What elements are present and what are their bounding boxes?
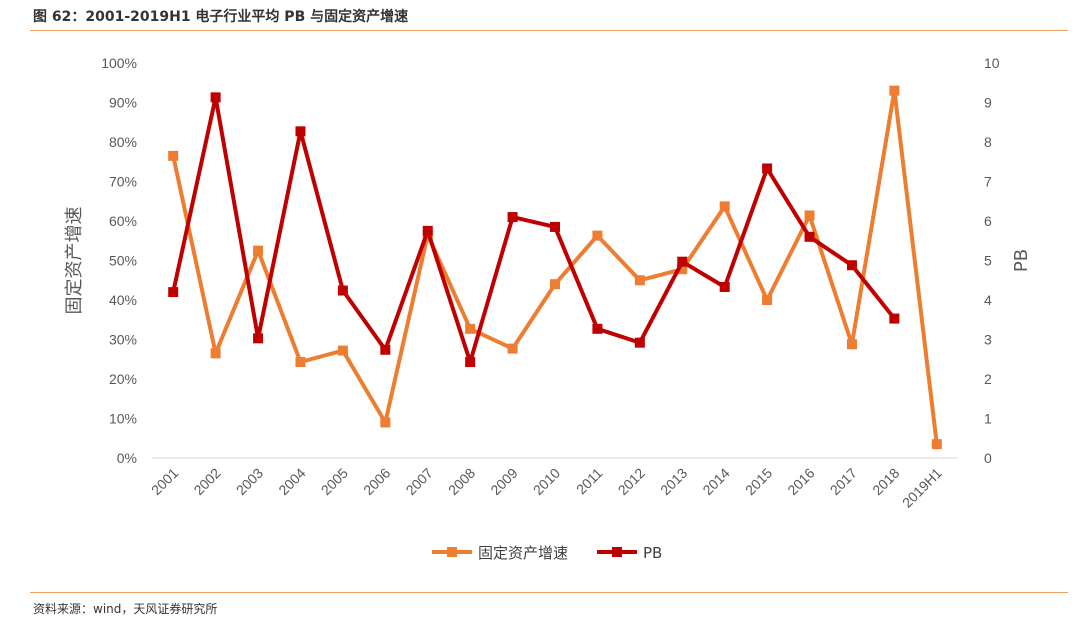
x-tick-label: 2004 (275, 465, 308, 498)
data-point-pb (210, 92, 221, 103)
x-tick-label: 2006 (360, 465, 393, 498)
x-tick-label: 2013 (657, 465, 690, 498)
x-tick-label: 2003 (233, 465, 266, 498)
x-tick-label: 2007 (403, 465, 436, 498)
right-axis-ticks: 0 1 2 3 4 5 6 7 8 9 10 (984, 55, 1000, 466)
data-point-pb (804, 231, 815, 242)
series-line-fixed-asset-growth (171, 88, 939, 445)
right-tick-label: 9 (984, 95, 992, 111)
data-point-fixed-asset-growth (762, 295, 773, 305)
data-point-fixed-asset-growth (337, 345, 348, 356)
right-axis-title: PB (1011, 249, 1032, 272)
right-tick-label: 0 (984, 450, 992, 466)
left-tick-label: 90% (109, 95, 137, 111)
data-point-fixed-asset-growth (677, 264, 688, 275)
data-point-fixed-asset-growth (592, 230, 603, 241)
data-point-fixed-asset-growth (931, 439, 942, 450)
data-point-pb (253, 333, 264, 344)
data-point-pb (550, 221, 560, 232)
data-point-fixed-asset-growth (295, 357, 306, 368)
left-tick-label: 100% (101, 55, 137, 71)
right-tick-label: 10 (984, 55, 1000, 71)
x-tick-label: 2009 (487, 465, 520, 498)
data-point-pb (677, 256, 688, 267)
x-tick-label: 2005 (318, 465, 351, 498)
source-note: 资料来源：wind，天风证券研究所 (33, 602, 218, 616)
top-divider (30, 30, 1068, 31)
data-point-fixed-asset-growth (550, 279, 560, 290)
x-tick-label: 2011 (573, 465, 606, 498)
x-tick-label: 2001 (148, 465, 181, 498)
right-tick-label: 4 (984, 292, 992, 308)
left-axis-title: 固定资产增速 (64, 207, 85, 315)
data-point-fixed-asset-growth (210, 348, 221, 359)
right-tick-label: 7 (984, 174, 992, 190)
data-point-pb (762, 163, 773, 174)
legend-marker-pb (612, 547, 622, 557)
left-tick-label: 50% (109, 253, 137, 269)
legend-marker-fixed-asset-growth (447, 547, 457, 557)
data-point-fixed-asset-growth (253, 245, 264, 256)
data-point-pb (634, 337, 645, 348)
bottom-divider (30, 592, 1068, 593)
left-tick-label: 80% (109, 134, 137, 150)
x-tick-label: 2019H1 (899, 465, 945, 511)
right-tick-label: 8 (984, 134, 992, 150)
data-point-fixed-asset-growth (889, 85, 900, 96)
data-point-fixed-asset-growth (507, 343, 518, 354)
data-point-pb (422, 225, 433, 236)
data-point-fixed-asset-growth (804, 210, 815, 221)
data-point-pb (846, 260, 857, 271)
x-tick-label: 2012 (615, 465, 648, 498)
data-point-fixed-asset-growth (846, 339, 857, 350)
left-tick-label: 0% (117, 450, 137, 466)
figure-title: 图 62：2001-2019H1 电子行业平均 PB 与固定资产增速 (33, 9, 409, 25)
data-point-pb (889, 313, 900, 324)
left-tick-label: 20% (109, 371, 137, 387)
x-tick-label: 2018 (869, 465, 902, 498)
x-tick-label: 2017 (827, 465, 860, 498)
legend-label-pb: PB (643, 544, 662, 562)
x-tick-label: 2002 (190, 465, 223, 498)
legend: 固定资产增速 PB (432, 544, 662, 562)
data-point-pb (507, 212, 518, 223)
data-point-pb (168, 287, 179, 298)
data-point-fixed-asset-growth (465, 323, 476, 334)
data-point-pb (465, 357, 476, 368)
x-tick-label: 2016 (784, 465, 817, 498)
x-tick-label: 2015 (742, 465, 775, 498)
x-tick-label: 2008 (445, 465, 478, 498)
x-tick-label: 2014 (699, 465, 732, 498)
right-tick-label: 1 (984, 411, 992, 427)
right-tick-label: 3 (984, 332, 992, 348)
data-point-pb (380, 344, 391, 355)
legend-label-fixed-asset-growth: 固定资产增速 (478, 544, 568, 562)
left-tick-label: 70% (109, 174, 137, 190)
left-tick-label: 30% (109, 332, 137, 348)
series-layer (168, 85, 942, 450)
data-point-pb (719, 281, 730, 292)
data-point-pb (592, 323, 603, 334)
left-axis-ticks: 0% 10% 20% 30% 40% 50% 60% 70% 80% 90% 100% (101, 55, 137, 466)
data-point-fixed-asset-growth (719, 201, 730, 212)
right-tick-label: 5 (984, 253, 992, 269)
left-tick-label: 10% (109, 411, 137, 427)
data-point-fixed-asset-growth (634, 275, 645, 286)
data-point-fixed-asset-growth (380, 417, 391, 428)
right-tick-label: 2 (984, 371, 992, 387)
x-tick-label: 2010 (530, 465, 563, 498)
data-point-pb (295, 126, 306, 137)
left-tick-label: 60% (109, 213, 137, 229)
left-tick-label: 40% (109, 292, 137, 308)
data-point-pb (337, 285, 348, 296)
data-point-fixed-asset-growth (168, 150, 179, 161)
x-axis-ticks: 2001 2002 2003 2004 2005 2006 2007 2008 2009 2010… (148, 465, 945, 511)
series-line-pb (171, 95, 896, 364)
right-tick-label: 6 (984, 213, 992, 229)
